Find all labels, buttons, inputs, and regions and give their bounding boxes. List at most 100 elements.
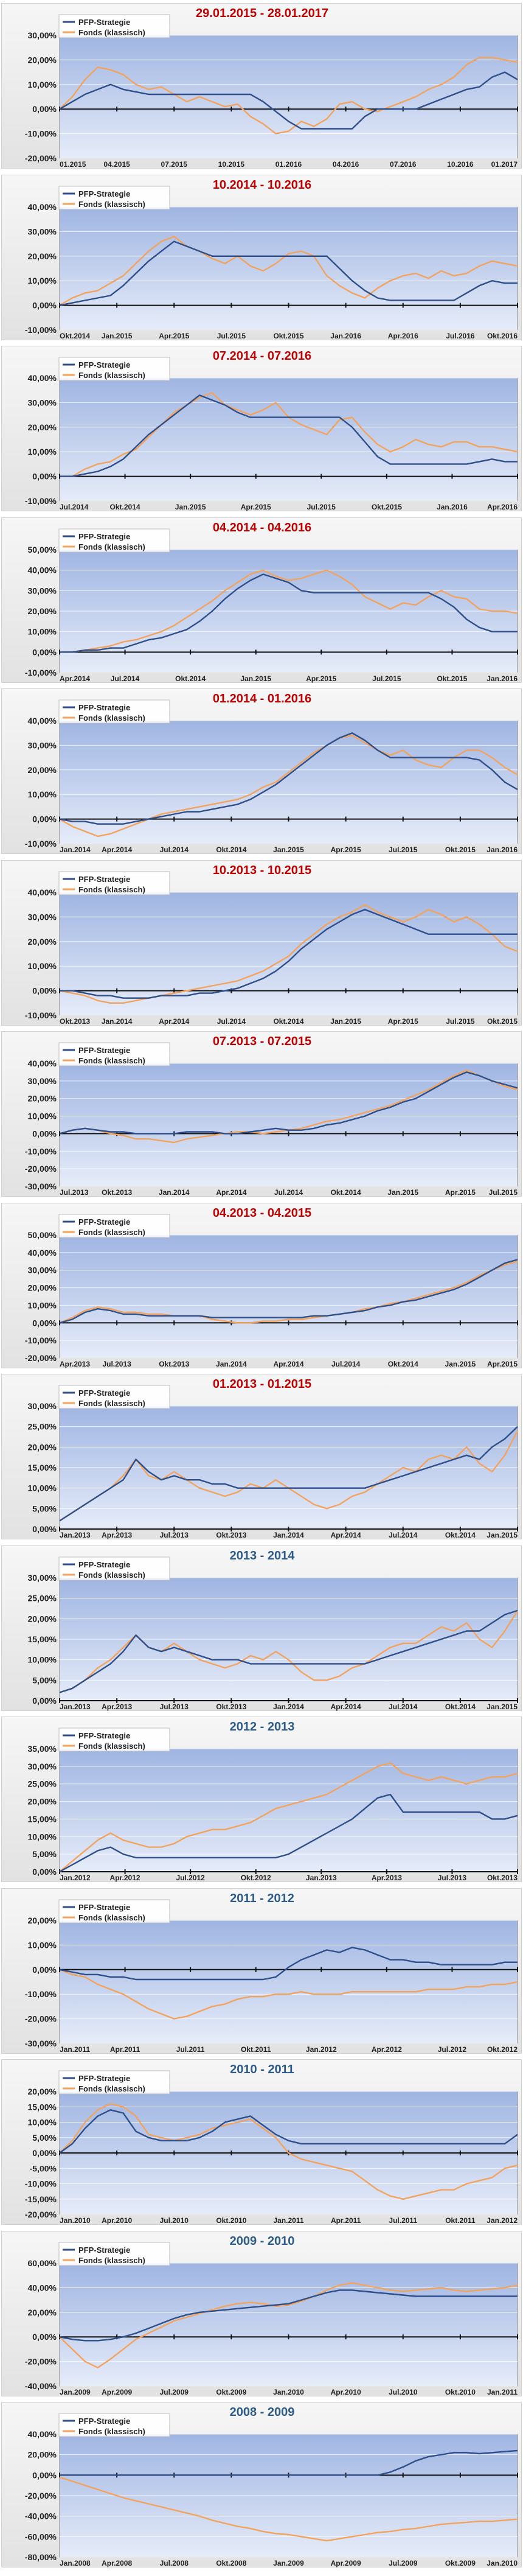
y-tick-label: -60,00% <box>25 2532 57 2541</box>
x-tick-label: Jul.2015 <box>446 1017 475 1026</box>
y-tick-label: 30,00% <box>28 912 57 922</box>
y-tick-label: -40,00% <box>25 2381 57 2391</box>
y-tick-label: 50,00% <box>28 1230 57 1240</box>
x-tick-label: Jul.2013 <box>102 1360 131 1368</box>
y-tick-label: 5,00% <box>32 1849 57 1859</box>
y-tick-label: -20,00% <box>25 1164 57 1174</box>
y-tick-label: 40,00% <box>28 1247 57 1257</box>
x-tick-label: Apr.2015 <box>388 1017 418 1026</box>
y-tick-label: 0,00% <box>32 1524 57 1534</box>
x-tick-label: Jan.2016 <box>437 503 468 511</box>
line-chart: 2013 - 2014 0,00% 5,00% 10,00% 15,00% 20,00% 2… <box>28 1549 519 1711</box>
legend-label: PFP-Strategie <box>78 1560 130 1569</box>
chart-title: 07.2014 - 07.2016 <box>213 349 311 363</box>
x-tick-label: Apr.2016 <box>388 332 418 340</box>
x-tick-label: Apr.2009 <box>102 2388 132 2396</box>
series-line-strategy <box>60 573 518 653</box>
chart-panel: 2013 - 2014 0,00% 5,00% 10,00% 15,00% 20,00% 2… <box>1 1545 522 1711</box>
y-tick-label: -10,00% <box>25 325 57 335</box>
x-tick-label: Apr.2014 <box>216 1188 246 1197</box>
series-line-strategy <box>59 1071 518 1135</box>
x-tick-label: Okt.2014 <box>388 1360 418 1368</box>
y-tick-label: -20,00% <box>25 2210 57 2219</box>
x-tick-label: Okt.2010 <box>216 2216 246 2225</box>
x-tick-label: Apr.2014 <box>273 1360 303 1368</box>
series-line-strategy <box>59 1258 518 1323</box>
x-tick-label: Jul.2014 <box>111 674 140 683</box>
y-tick-label: 0,00% <box>32 300 57 310</box>
x-tick-label: Apr.2015 <box>445 1188 476 1197</box>
x-tick-label: Okt.2013 <box>216 1703 246 1711</box>
y-tick-label: 20,00% <box>28 251 57 261</box>
line-chart: 2008 - 2009 -80,00% -60,00% -40,00% -20,00% 0… <box>25 2406 518 2567</box>
y-tick-label: 20,00% <box>28 1614 57 1623</box>
chart-panel: 01.2014 - 01.2016 -10,00% 0,00% 10,00% 20,00… <box>1 688 522 854</box>
x-tick-label: Okt.2009 <box>216 2388 246 2396</box>
y-tick-label: 30,00% <box>28 30 57 40</box>
chart-title: 04.2013 - 04.2015 <box>213 1206 311 1220</box>
x-tick-label: Jul.2012 <box>176 1874 205 1882</box>
y-tick-label: 25,00% <box>28 1422 57 1432</box>
y-tick-label: 20,00% <box>28 606 57 616</box>
legend-label: PFP-Strategie <box>78 2417 130 2426</box>
x-tick-label: Jul.2009 <box>160 2388 189 2396</box>
legend-box <box>58 2413 170 2437</box>
x-tick-label: Apr.2016 <box>487 503 518 511</box>
x-tick-label: Jul.2014 <box>331 1360 361 1368</box>
legend-label: Fonds (klassisch) <box>78 28 145 37</box>
x-tick-label: Jul.2011 <box>176 2045 205 2054</box>
x-tick-label: Jan.2015 <box>102 332 133 340</box>
legend-label: Fonds (klassisch) <box>78 1056 145 1065</box>
x-tick-label: Okt.2013 <box>60 1017 90 1026</box>
y-tick-label: 10,00% <box>28 626 57 636</box>
series-line-fund <box>59 2476 518 2542</box>
x-tick-label: Jan.2010 <box>273 2388 304 2396</box>
x-tick-label: 10.2016 <box>447 160 474 169</box>
chart-title: 2010 - 2011 <box>230 2063 294 2076</box>
series-line-strategy <box>59 1946 518 1980</box>
chart-title: 10.2013 - 10.2015 <box>213 864 311 877</box>
x-tick-label: Jul.2014 <box>389 1703 418 1711</box>
y-tick-label: 20,00% <box>28 1094 57 1104</box>
chart-panel: 2011 - 2012 -30,00% -20,00% -10,00% 0,00% 10,… <box>1 1888 522 2054</box>
y-tick-label: 0,00% <box>32 1318 57 1328</box>
x-tick-label: Apr.2013 <box>372 1874 402 1882</box>
x-tick-label: Jan.2011 <box>487 2388 518 2396</box>
x-tick-label: 10.2015 <box>218 160 245 169</box>
x-tick-label: Jan.2008 <box>60 2559 91 2567</box>
x-tick-label: Jul.2015 <box>389 845 418 854</box>
x-tick-label: Apr.2012 <box>372 2045 402 2054</box>
y-tick-label: 40,00% <box>28 887 57 897</box>
x-tick-label: Jul.2013 <box>60 1188 89 1197</box>
x-tick-label: Jul.2013 <box>438 1874 467 1882</box>
legend-label: Fonds (klassisch) <box>78 1570 145 1580</box>
x-tick-label: Okt.2011 <box>445 2216 476 2225</box>
x-tick-label: Jan.2009 <box>273 2559 304 2567</box>
line-chart: 2009 - 2010 -40,00% -20,00% 0,00% 20,00% 40,0… <box>25 2235 518 2396</box>
chart-panel: 07.2013 - 07.2015 -30,00% -20,00% -10,00% 0,… <box>1 1031 522 1197</box>
y-tick-label: -10,00% <box>25 1335 57 1345</box>
x-tick-label: Apr.2015 <box>241 503 271 511</box>
x-tick-label: Jan.2014 <box>216 1360 247 1368</box>
legend-label: PFP-Strategie <box>78 360 130 369</box>
y-tick-label: 0,00% <box>32 472 57 481</box>
y-tick-label: 50,00% <box>28 545 57 555</box>
legend-label: PFP-Strategie <box>78 532 130 541</box>
y-tick-label: -10,00% <box>25 2179 57 2189</box>
y-tick-label: -20,00% <box>25 2491 57 2501</box>
x-tick-label: Jan.2015 <box>487 1703 518 1711</box>
x-tick-label: Apr.2014 <box>60 674 90 683</box>
legend-label: Fonds (klassisch) <box>78 1741 145 1751</box>
x-tick-label: Jan.2012 <box>306 2045 337 2054</box>
y-tick-label: 10,00% <box>28 789 57 799</box>
y-tick-label: 20,00% <box>28 936 57 946</box>
y-tick-label: 30,00% <box>28 1573 57 1583</box>
y-tick-label: -20,00% <box>25 153 57 163</box>
legend-box <box>58 1385 170 1409</box>
